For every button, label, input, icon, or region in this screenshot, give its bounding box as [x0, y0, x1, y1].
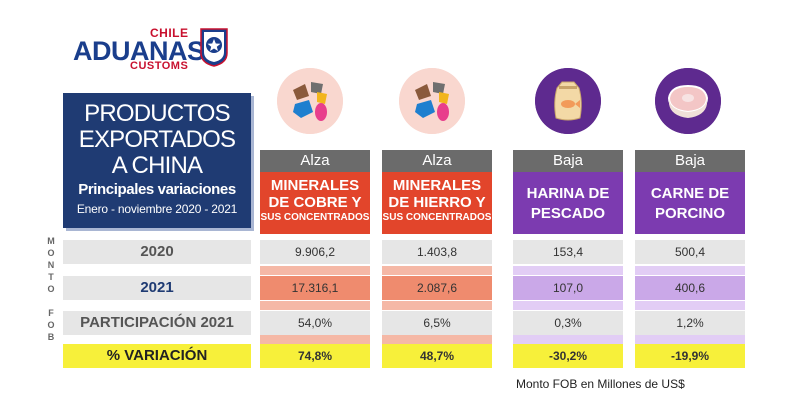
value-2020: 500,4: [635, 240, 745, 264]
value-2020: 1.403,8: [382, 240, 492, 264]
row-separator: [635, 301, 745, 310]
side-label-letter: O: [47, 284, 55, 294]
value-2021: 107,0: [513, 276, 623, 300]
value-2020: 153,4: [513, 240, 623, 264]
pork-meat-icon: [655, 68, 721, 134]
product-name: MINERALES DE HIERRO Y: [388, 177, 486, 211]
row-label-participation: PARTICIPACIÓN 2021: [63, 311, 251, 335]
side-label-letter: B: [47, 332, 55, 342]
row-label-2020: 2020: [63, 240, 251, 264]
variation-value: -19,9%: [635, 344, 745, 368]
product-name-block: MINERALES DE COBRE Y SUS CONCENTRADOS: [260, 172, 370, 234]
participation-value: 54,0%: [260, 311, 370, 335]
side-label-letter: N: [47, 260, 55, 270]
side-label-letter: [44, 295, 58, 307]
value-2020: 9.906,2: [260, 240, 370, 264]
trend-header: Alza: [382, 150, 492, 172]
title-line-1: PRODUCTOS: [84, 100, 231, 127]
side-label-letter: F: [48, 308, 54, 318]
product-name: HARINA DE PESCADO: [526, 185, 610, 222]
trend-header: Baja: [513, 150, 623, 172]
product-name-sub: SUS CONCENTRADOS: [260, 212, 370, 223]
variation-value: 74,8%: [260, 344, 370, 368]
product-name-sub: SUS CONCENTRADOS: [382, 212, 492, 223]
side-label-letter: T: [48, 272, 54, 282]
footnote: Monto FOB en Millones de US$: [516, 377, 685, 391]
row-separator: [382, 266, 492, 275]
minerals-icon: [399, 68, 465, 134]
product-name: CARNE DE PORCINO: [650, 185, 730, 222]
value-2021: 400,6: [635, 276, 745, 300]
row-separator: [260, 266, 370, 275]
value-2021: 2.087,6: [382, 276, 492, 300]
side-label-letter: O: [47, 248, 55, 258]
title-line-3: A CHINA: [111, 152, 203, 179]
variation-value: -30,2%: [513, 344, 623, 368]
title-line-2: EXPORTADOS: [78, 126, 236, 153]
minerals-icon: [277, 68, 343, 134]
product-name-block: CARNE DE PORCINO: [635, 172, 745, 234]
subtitle: Principales variaciones: [78, 181, 236, 198]
date-range: Enero - noviembre 2020 - 2021: [76, 202, 238, 216]
logo-aduanas-text: ADUANAS: [73, 36, 205, 66]
row-separator: [382, 335, 492, 344]
trend-header: Baja: [635, 150, 745, 172]
side-label-letter: O: [47, 320, 55, 330]
row-separator: [635, 335, 745, 344]
row-separator: [513, 301, 623, 310]
row-separator: [635, 266, 745, 275]
row-label-variation: % VARIACIÓN: [63, 344, 251, 368]
participation-value: 0,3%: [513, 311, 623, 335]
row-separator: [260, 301, 370, 310]
value-2021: 17.316,1: [260, 276, 370, 300]
row-separator: [260, 335, 370, 344]
fish-flour-sack-icon: [535, 68, 601, 134]
logo-chile-text: CHILE: [150, 26, 189, 40]
side-label-letter: M: [47, 236, 55, 246]
participation-value: 1,2%: [635, 311, 745, 335]
variation-value: 48,7%: [382, 344, 492, 368]
trend-header: Alza: [260, 150, 370, 172]
title-panel: PRODUCTOS EXPORTADOS A CHINA Principales…: [63, 93, 251, 228]
logo-customs-text: CUSTOMS: [130, 60, 189, 72]
row-separator: [513, 335, 623, 344]
product-name-block: MINERALES DE HIERRO Y SUS CONCENTRADOS: [382, 172, 492, 234]
row-separator: [382, 301, 492, 310]
product-name: MINERALES DE COBRE Y: [268, 177, 362, 211]
shield-badge-icon: [200, 28, 228, 67]
product-name-block: HARINA DE PESCADO: [513, 172, 623, 234]
participation-value: 6,5%: [382, 311, 492, 335]
row-separator: [513, 266, 623, 275]
row-label-2021: 2021: [63, 276, 251, 300]
